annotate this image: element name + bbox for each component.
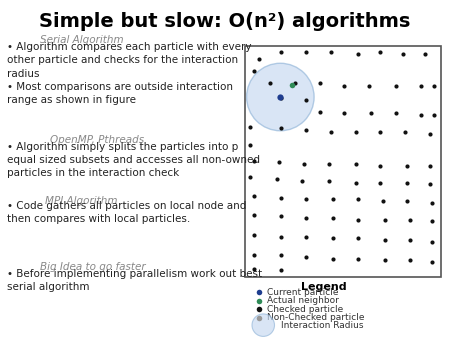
Text: Current particle: Current particle <box>267 288 338 297</box>
Text: • Algorithm simply splits the particles into p
equal sized subsets and accesses : • Algorithm simply splits the particles … <box>7 142 260 178</box>
Text: MPI Algorithm: MPI Algorithm <box>45 196 117 206</box>
Text: Checked particle: Checked particle <box>267 305 343 314</box>
Ellipse shape <box>252 314 274 336</box>
Text: Actual neighbor: Actual neighbor <box>267 296 339 305</box>
Text: • Before implementing parallelism work out best
serial algorithm: • Before implementing parallelism work o… <box>7 269 262 292</box>
Text: Serial Algorithm: Serial Algorithm <box>40 35 124 46</box>
Text: OpenMP, Pthreads: OpenMP, Pthreads <box>50 135 144 145</box>
Ellipse shape <box>247 63 314 131</box>
Text: Interaction Radius: Interaction Radius <box>281 321 364 330</box>
Text: Big Idea to go faster: Big Idea to go faster <box>40 262 146 272</box>
Text: • Algorithm compares each particle with every
other particle and checks for the : • Algorithm compares each particle with … <box>7 42 251 105</box>
Bar <box>245 46 441 277</box>
Text: • Code gathers all particles on local node and
then compares with local particle: • Code gathers all particles on local no… <box>7 201 246 224</box>
Text: Legend: Legend <box>301 282 347 292</box>
Text: Non-Checked particle: Non-Checked particle <box>267 313 364 322</box>
Text: Simple but slow: O(n²) algorithms: Simple but slow: O(n²) algorithms <box>39 12 411 31</box>
